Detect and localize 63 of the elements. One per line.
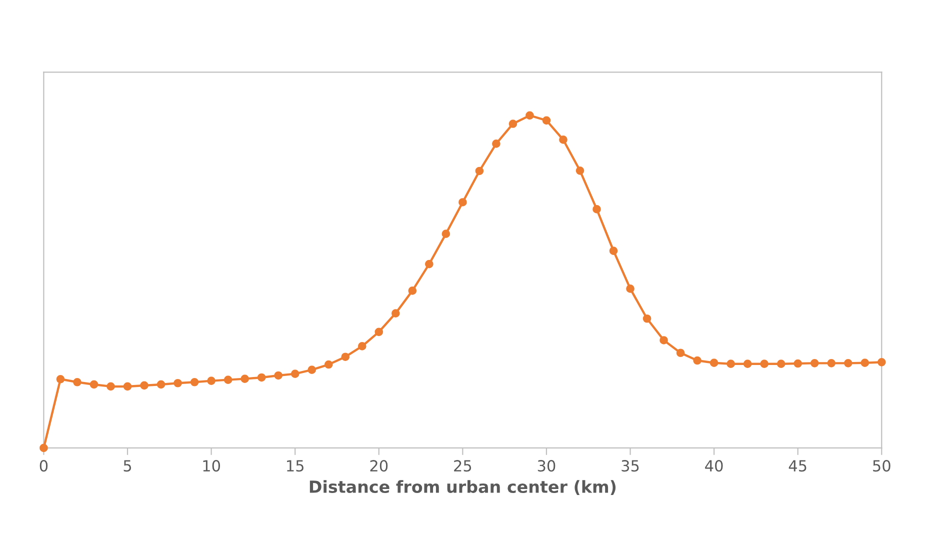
point bbox=[860, 358, 870, 368]
point bbox=[492, 140, 500, 148]
point bbox=[760, 360, 768, 368]
point bbox=[156, 380, 166, 389]
point bbox=[542, 116, 551, 125]
x-tick-label: 10 bbox=[203, 460, 220, 472]
point bbox=[827, 359, 836, 368]
point bbox=[174, 378, 182, 388]
point bbox=[106, 382, 115, 391]
x-tick-label: 30 bbox=[538, 460, 556, 472]
x-tick-label: 35 bbox=[622, 460, 639, 472]
x-axis-title: Distance from urban center (km) bbox=[310, 480, 616, 495]
point bbox=[90, 380, 98, 389]
point bbox=[743, 360, 752, 368]
point bbox=[642, 314, 652, 323]
point bbox=[626, 284, 634, 293]
point bbox=[374, 328, 384, 336]
point bbox=[693, 356, 702, 365]
x-tick-label: 50 bbox=[873, 460, 890, 472]
point bbox=[676, 348, 685, 358]
point bbox=[308, 366, 316, 374]
point bbox=[526, 111, 534, 120]
point bbox=[257, 373, 266, 382]
point bbox=[508, 120, 518, 128]
point bbox=[458, 198, 467, 206]
point bbox=[123, 382, 132, 391]
point bbox=[576, 166, 584, 175]
point bbox=[408, 286, 417, 295]
point bbox=[660, 336, 668, 344]
x-tick-label: 45 bbox=[788, 460, 806, 472]
point bbox=[710, 358, 718, 368]
point bbox=[592, 205, 601, 214]
x-tick-label: 5 bbox=[124, 460, 132, 472]
point bbox=[140, 381, 148, 390]
point bbox=[290, 370, 300, 378]
point bbox=[442, 230, 450, 238]
point bbox=[559, 136, 568, 144]
point bbox=[40, 444, 48, 452]
point bbox=[274, 371, 282, 380]
x-tick-label: 25 bbox=[454, 460, 472, 472]
point bbox=[794, 359, 802, 368]
point bbox=[358, 342, 366, 350]
point bbox=[341, 352, 350, 362]
point bbox=[609, 246, 618, 255]
point bbox=[224, 376, 232, 384]
point bbox=[324, 360, 333, 369]
point bbox=[207, 376, 216, 385]
point bbox=[877, 358, 886, 366]
point bbox=[190, 378, 199, 386]
point bbox=[240, 374, 249, 383]
x-tick-label: 20 bbox=[370, 460, 388, 472]
x-tick-label: 15 bbox=[287, 460, 304, 472]
x-tick-label: 0 bbox=[40, 460, 48, 472]
point bbox=[844, 359, 852, 368]
point bbox=[810, 359, 819, 368]
point bbox=[73, 378, 82, 386]
point bbox=[56, 374, 65, 384]
point bbox=[475, 166, 484, 176]
x-tick-label: 40 bbox=[705, 460, 723, 472]
point bbox=[726, 360, 735, 368]
point bbox=[424, 260, 434, 268]
point bbox=[776, 360, 786, 368]
point bbox=[391, 309, 400, 318]
